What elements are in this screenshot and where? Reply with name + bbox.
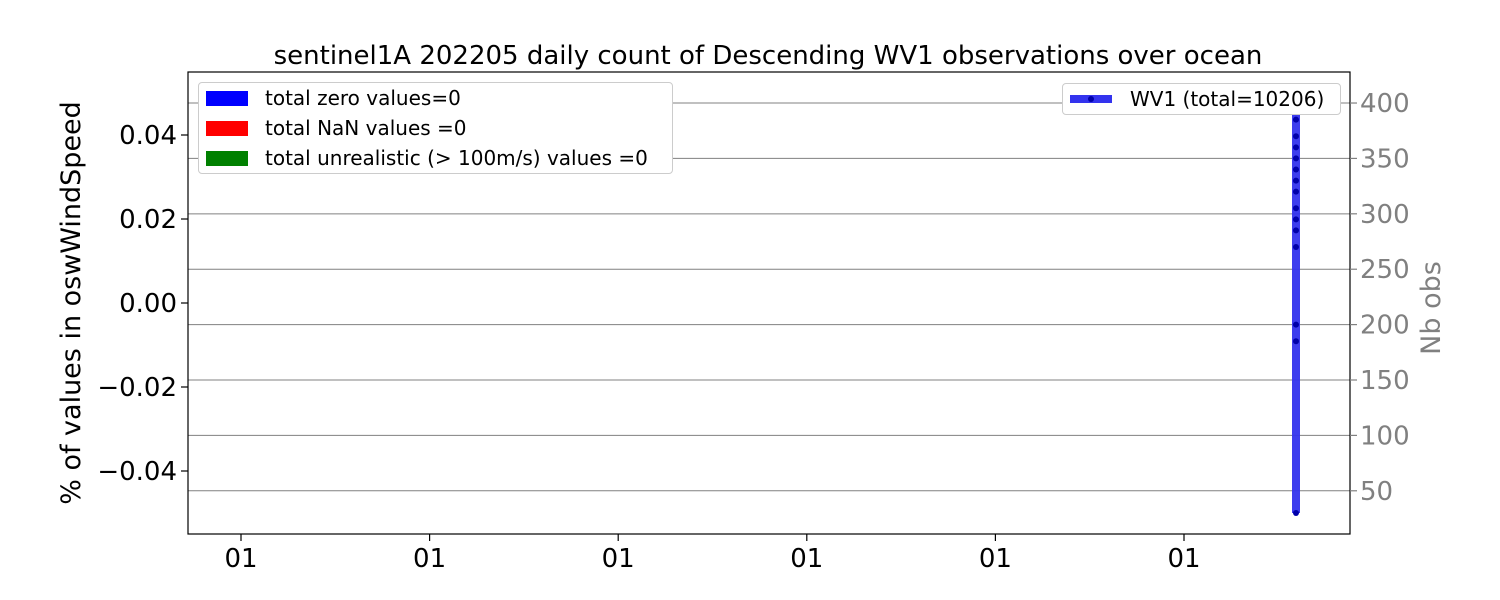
- x-axis: 01 01 01 01 01 01: [224, 534, 1201, 574]
- left-axis-label: % of values in oswWindSpeed: [56, 101, 87, 505]
- series-point-wv1: [1293, 188, 1299, 195]
- left-tick-label: 0.02: [119, 205, 177, 235]
- left-axis: 0.04 0.02 0.00 −0.02 −0.04: [97, 121, 188, 487]
- series-point-wv1: [1293, 509, 1299, 516]
- legend-entry-nan: total NaN values =0: [199, 113, 672, 143]
- right-tick-label: 200: [1360, 311, 1410, 341]
- x-tick-label: 01: [413, 544, 446, 574]
- series-point-wv1: [1293, 216, 1299, 223]
- left-tick-label: 0.04: [119, 121, 177, 151]
- left-tick-label: 0.00: [119, 289, 177, 319]
- green-swatch-icon: [206, 150, 248, 166]
- left-tick-label: −0.04: [97, 457, 177, 487]
- legend-label-wv1: WV1 (total=10206): [1130, 87, 1325, 111]
- right-tick-label: 100: [1360, 421, 1410, 451]
- legend-entry-wv1: WV1 (total=10206): [1063, 84, 1340, 114]
- right-tick-label: 50: [1360, 477, 1393, 507]
- legend-label-nan: total NaN values =0: [265, 116, 467, 140]
- x-tick-label: 01: [224, 544, 257, 574]
- legend-label-zero: total zero values=0: [265, 86, 461, 110]
- red-swatch-icon: [206, 120, 248, 136]
- series-point-wv1: [1293, 338, 1299, 345]
- series-point-wv1: [1293, 177, 1299, 184]
- x-tick-label: 01: [1167, 544, 1200, 574]
- series-point-wv1: [1293, 205, 1299, 212]
- line-marker-icon: [1070, 95, 1112, 103]
- left-tick-label: −0.02: [97, 373, 177, 403]
- series-layer: [1292, 88, 1300, 516]
- right-tick-label: 150: [1360, 366, 1410, 396]
- right-axis: 50 100 150 200 250 300 350 400: [1350, 89, 1410, 507]
- x-tick-label: 01: [979, 544, 1012, 574]
- right-tick-label: 250: [1360, 255, 1410, 285]
- series-point-wv1: [1293, 244, 1299, 251]
- series-point-wv1: [1293, 133, 1299, 140]
- right-tick-label: 350: [1360, 144, 1410, 174]
- legend-entry-zero: total zero values=0: [199, 83, 672, 113]
- x-tick-label: 01: [602, 544, 635, 574]
- legend-label-unrealistic: total unrealistic (> 100m/s) values =0: [265, 146, 648, 170]
- right-axis-label: Nb obs: [1416, 261, 1447, 355]
- series-point-wv1: [1293, 321, 1299, 328]
- x-tick-label: 01: [790, 544, 823, 574]
- bar-legend: total zero values=0 total NaN values =0 …: [198, 82, 673, 174]
- series-point-wv1: [1293, 144, 1299, 151]
- right-tick-label: 400: [1360, 89, 1410, 119]
- right-tick-label: 300: [1360, 200, 1410, 230]
- chart-title: sentinel1A 202205 daily count of Descend…: [274, 41, 1263, 71]
- series-point-wv1: [1293, 166, 1299, 173]
- series-point-wv1: [1293, 116, 1299, 123]
- line-legend: WV1 (total=10206): [1062, 83, 1341, 115]
- series-point-wv1: [1293, 227, 1299, 234]
- blue-swatch-icon: [206, 90, 248, 106]
- legend-entry-unrealistic: total unrealistic (> 100m/s) values =0: [199, 143, 672, 173]
- series-point-wv1: [1293, 155, 1299, 162]
